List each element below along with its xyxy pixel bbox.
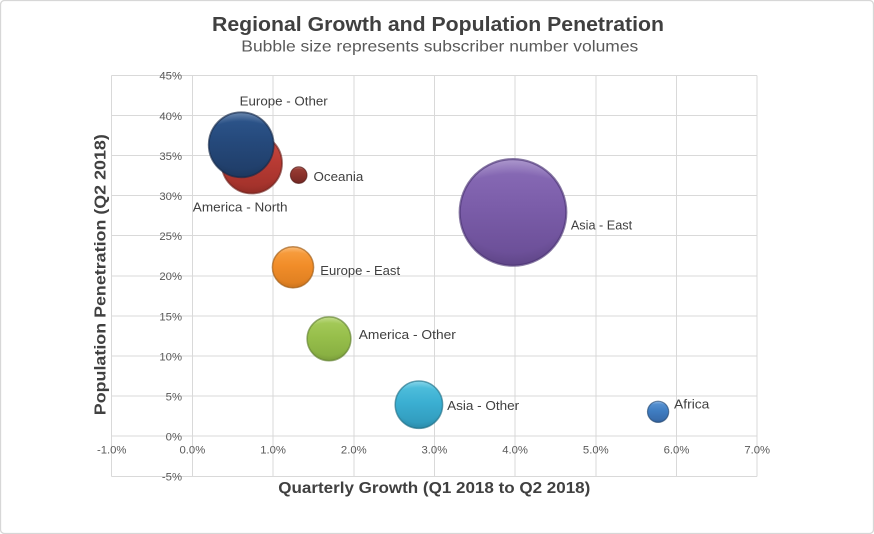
svg-text:35%: 35% bbox=[159, 151, 182, 163]
svg-text:1.0%: 1.0% bbox=[260, 445, 286, 457]
svg-text:Asia - East: Asia - East bbox=[571, 217, 633, 232]
svg-text:Oceania: Oceania bbox=[314, 169, 364, 184]
svg-text:6.0%: 6.0% bbox=[664, 445, 690, 457]
svg-text:America - Other: America - Other bbox=[359, 327, 457, 342]
svg-text:5.0%: 5.0% bbox=[583, 445, 609, 457]
svg-text:7.0%: 7.0% bbox=[744, 445, 770, 457]
svg-text:25%: 25% bbox=[159, 231, 182, 243]
svg-text:Quarterly Growth (Q1 2018 to Q: Quarterly Growth (Q1 2018 to Q2 2018) bbox=[278, 480, 590, 497]
svg-text:Africa: Africa bbox=[674, 396, 710, 411]
svg-text:30%: 30% bbox=[159, 191, 182, 203]
svg-text:Bubble size represents subscri: Bubble size represents subscriber number… bbox=[241, 39, 638, 56]
svg-text:5%: 5% bbox=[166, 392, 182, 404]
svg-text:0%: 0% bbox=[166, 432, 182, 444]
svg-text:0.0%: 0.0% bbox=[180, 445, 206, 457]
svg-text:Asia - Other: Asia - Other bbox=[447, 398, 520, 413]
svg-text:Europe - Other: Europe - Other bbox=[240, 93, 329, 108]
svg-text:Europe - East: Europe - East bbox=[320, 263, 400, 278]
svg-text:15%: 15% bbox=[159, 311, 182, 323]
svg-text:America - North: America - North bbox=[193, 200, 288, 215]
svg-text:4.0%: 4.0% bbox=[502, 445, 528, 457]
svg-text:2.0%: 2.0% bbox=[341, 445, 367, 457]
svg-text:20%: 20% bbox=[159, 271, 182, 283]
svg-text:40%: 40% bbox=[159, 111, 182, 123]
svg-text:Regional Growth and Population: Regional Growth and Population Penetrati… bbox=[212, 14, 664, 36]
svg-text:Population Penetration (Q2 201: Population Penetration (Q2 2018) bbox=[93, 134, 110, 415]
svg-text:10%: 10% bbox=[159, 351, 182, 363]
svg-text:45%: 45% bbox=[159, 71, 182, 83]
svg-text:-5%: -5% bbox=[162, 472, 182, 484]
svg-text:-1.0%: -1.0% bbox=[97, 445, 127, 457]
svg-text:3.0%: 3.0% bbox=[422, 445, 448, 457]
